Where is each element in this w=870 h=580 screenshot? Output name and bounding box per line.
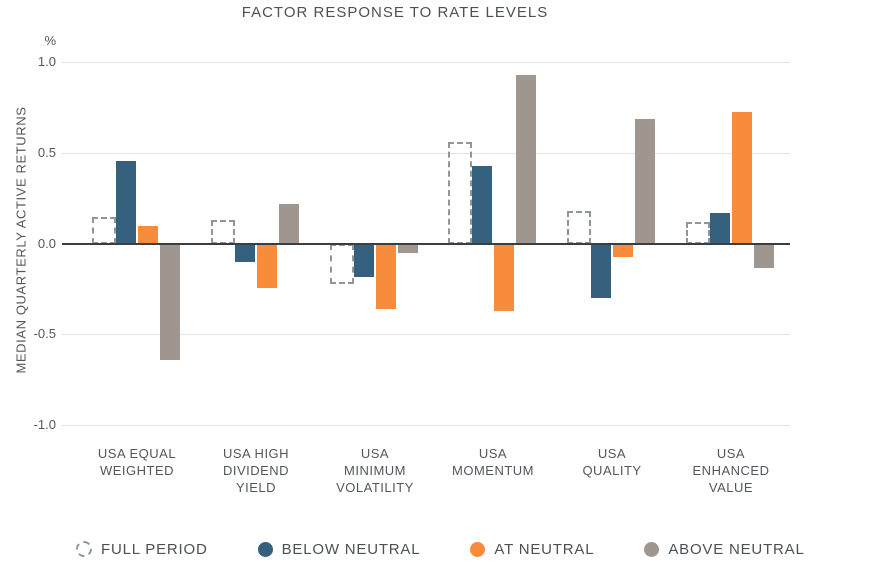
bar-below-neutral-usa-minimum-volatility bbox=[354, 244, 374, 277]
bar-at-neutral-usa-high-dividend-yield bbox=[257, 244, 277, 288]
legend-item-at-neutral: AT NEUTRAL bbox=[470, 540, 594, 558]
bar-above-neutral-usa-minimum-volatility bbox=[398, 244, 418, 253]
bar-full-period-usa-enhanced-value bbox=[686, 222, 710, 244]
bar-full-period-usa-equal-weighted bbox=[92, 217, 116, 244]
bar-full-period-usa-momentum bbox=[448, 142, 472, 244]
y-tick--1.0: -1.0 bbox=[33, 417, 56, 432]
bar-above-neutral-usa-enhanced-value bbox=[754, 244, 774, 268]
category-label-usa-momentum: USA MOMENTUM bbox=[452, 446, 534, 478]
bar-above-neutral-usa-high-dividend-yield bbox=[279, 204, 299, 244]
category-label-usa-high-dividend-yield: USA HIGH DIVIDEND YIELD bbox=[222, 446, 290, 495]
category-label-usa-equal-weighted: USA EQUAL WEIGHTED bbox=[97, 446, 177, 478]
bar-below-neutral-usa-quality bbox=[591, 244, 611, 298]
bar-full-period-usa-high-dividend-yield bbox=[211, 220, 235, 244]
bar-at-neutral-usa-momentum bbox=[494, 244, 514, 311]
bar-below-neutral-usa-momentum bbox=[472, 166, 492, 244]
legend: FULL PERIOD BELOW NEUTRAL AT NEUTRAL ABOVE … bbox=[76, 540, 805, 558]
y-axis-unit-label: % bbox=[44, 33, 56, 48]
y-tick--0.5: -0.5 bbox=[33, 326, 56, 341]
legend-label-above-neutral: ABOVE NEUTRAL bbox=[668, 541, 805, 558]
y-tick-0.5: 0.5 bbox=[37, 145, 56, 160]
y-tick-0.0: 0.0 bbox=[37, 236, 56, 251]
bar-below-neutral-usa-high-dividend-yield bbox=[235, 244, 255, 262]
legend-label-full-period: FULL PERIOD bbox=[101, 541, 208, 558]
bar-at-neutral-usa-quality bbox=[613, 244, 633, 257]
bar-above-neutral-usa-momentum bbox=[516, 75, 536, 244]
legend-swatch-below-neutral-icon bbox=[257, 541, 273, 557]
category-label-usa-enhanced-value: USA ENHANCED VALUE bbox=[692, 446, 770, 495]
legend-swatch-at-neutral-icon bbox=[470, 541, 486, 557]
gridline-0.5 bbox=[62, 153, 790, 154]
bar-below-neutral-usa-equal-weighted bbox=[116, 161, 136, 244]
bar-at-neutral-usa-enhanced-value bbox=[732, 112, 752, 244]
bar-above-neutral-usa-quality bbox=[635, 119, 655, 244]
bar-full-period-usa-quality bbox=[567, 211, 591, 244]
bar-below-neutral-usa-enhanced-value bbox=[710, 213, 730, 244]
legend-label-at-neutral: AT NEUTRAL bbox=[494, 541, 595, 558]
bar-at-neutral-usa-equal-weighted bbox=[138, 226, 158, 244]
bar-above-neutral-usa-equal-weighted bbox=[160, 244, 180, 360]
category-label-usa-minimum-volatility: USA MINIMUM VOLATILITY bbox=[336, 446, 414, 495]
x-axis-zero-line bbox=[62, 243, 790, 245]
gridline--0.5 bbox=[62, 334, 790, 335]
gridline--1.0 bbox=[62, 425, 790, 426]
bar-full-period-usa-minimum-volatility bbox=[330, 244, 354, 284]
legend-item-below-neutral: BELOW NEUTRAL bbox=[257, 540, 421, 558]
legend-swatch-above-neutral-icon bbox=[644, 541, 660, 557]
legend-item-full-period: FULL PERIOD bbox=[76, 540, 208, 558]
plot-area bbox=[62, 62, 790, 426]
legend-item-above-neutral: ABOVE NEUTRAL bbox=[644, 540, 804, 558]
y-tick-1.0: 1.0 bbox=[37, 54, 56, 69]
chart-title: FACTOR RESPONSE TO RATE LEVELS bbox=[241, 4, 549, 21]
category-label-usa-quality: USA QUALITY bbox=[582, 446, 642, 478]
legend-label-below-neutral: BELOW NEUTRAL bbox=[281, 541, 421, 558]
legend-swatch-full-period-icon bbox=[76, 541, 92, 557]
bar-at-neutral-usa-minimum-volatility bbox=[376, 244, 396, 309]
gridline-1.0 bbox=[62, 62, 790, 63]
